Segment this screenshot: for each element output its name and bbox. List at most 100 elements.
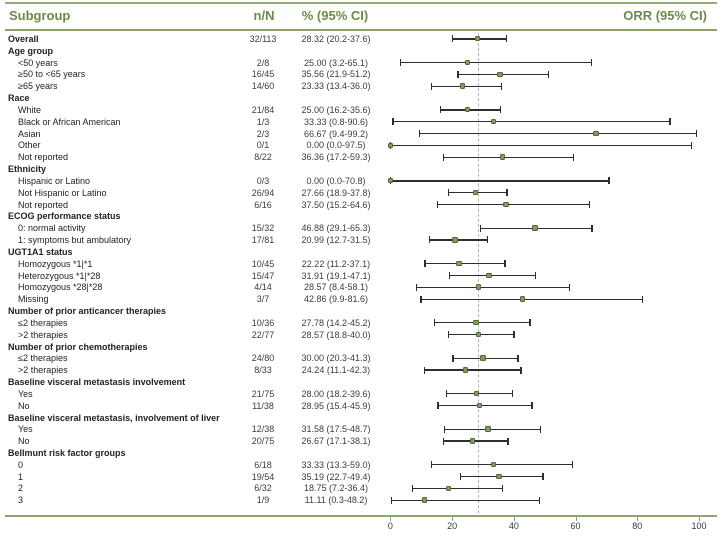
- ci-cap-low: [452, 35, 454, 43]
- ci-bar: [391, 499, 540, 501]
- pct-ci-value: 37.50 (15.2-64.6): [301, 199, 371, 210]
- pct-ci-value: 35.19 (22.7-49.4): [301, 471, 371, 482]
- pct-ci-value: 25.00 (3.2-65.1): [303, 57, 369, 68]
- ci-cap-high: [535, 271, 537, 279]
- pct-ci-value: 33.33 (13.3-59.0): [301, 459, 371, 470]
- n-over-N-value: 1/3: [256, 116, 270, 127]
- n-over-N-value: 21/84: [251, 104, 275, 115]
- ci-bar: [448, 334, 514, 336]
- n-over-N-value: 14/60: [251, 81, 275, 92]
- ci-bar: [434, 322, 530, 324]
- subgroup-label: 1: symptoms but ambulatory: [18, 235, 132, 246]
- subgroup-label: Ethnicity: [8, 164, 47, 175]
- pct-ci-value: 23.33 (13.4-36.0): [301, 81, 371, 92]
- ci-cap-high: [641, 295, 643, 303]
- point-estimate-marker: [475, 36, 481, 42]
- n-over-N-value: 24/80: [251, 353, 275, 364]
- group-header-row: Ethnicity: [0, 163, 722, 175]
- x-axis-tick-label: 20: [447, 521, 458, 531]
- table-row: Not Hispanic or Latino 26/94 27.66 (18.9-3…: [0, 187, 722, 199]
- table-row: 1 19/54 35.19 (22.7-49.4): [0, 471, 722, 483]
- point-estimate-marker: [459, 83, 466, 89]
- point-estimate-marker: [485, 426, 491, 432]
- x-axis-tick-label: 60: [570, 521, 581, 531]
- ci-cap-high: [540, 425, 542, 433]
- pct-ci-value: 66.67 (9.4-99.2): [303, 128, 369, 139]
- ci-cap-low: [428, 236, 431, 244]
- subgroup-label: 3: [18, 495, 24, 506]
- point-estimate-marker: [499, 154, 506, 160]
- ci-bar: [431, 85, 502, 87]
- ci-bar: [443, 156, 574, 158]
- subgroup-label: Heterozygous *1|*28: [18, 270, 101, 281]
- n-over-N-value: 19/54: [251, 471, 275, 482]
- table-row: Not reported 6/16 37.50 (15.2-64.6): [0, 199, 722, 211]
- n-over-N-value: 15/32: [251, 223, 275, 234]
- subgroup-label: Overall: [8, 34, 39, 44]
- table-row: 0: normal activity 15/32 46.88 (29.1-65.3): [0, 222, 722, 234]
- pct-ci-value: 22.22 (11.2-37.1): [301, 258, 371, 269]
- point-estimate-marker: [470, 438, 476, 444]
- table-row: ≥65 years 14/60 23.33 (13.4-36.0): [0, 80, 722, 92]
- n-over-N-value: 10/36: [251, 317, 275, 328]
- subgroup-label: 0: normal activity: [18, 223, 86, 234]
- point-estimate-marker: [473, 189, 479, 196]
- x-axis-tick-label: 80: [632, 521, 643, 531]
- table-row: 1: symptoms but ambulatory 17/81 20.99 (12…: [0, 234, 722, 246]
- subgroup-label: Homozygous *1|*1: [18, 258, 93, 269]
- point-estimate-marker: [496, 473, 502, 480]
- table-row: Homozygous *28|*28 4/14 28.57 (8.4-58.1): [0, 281, 722, 293]
- group-header-row: Baseline visceral metastasis, involvemen…: [0, 412, 722, 424]
- point-estimate-marker: [474, 390, 480, 397]
- ci-cap-low: [447, 331, 450, 339]
- ci-cap-high: [608, 177, 610, 185]
- header-rule: [5, 29, 717, 31]
- ci-cap-high: [529, 319, 531, 327]
- n-over-N-value: 1/9: [256, 495, 270, 506]
- n-over-N-value: 4/14: [254, 282, 272, 293]
- ci-cap-low: [436, 200, 438, 208]
- pct-ci-value: 31.91 (19.1-47.1): [301, 270, 371, 281]
- column-header-n-over-N: n/N: [253, 8, 275, 23]
- ci-bar: [424, 369, 521, 371]
- table-row: White 21/84 25.00 (16.2-35.6): [0, 104, 722, 116]
- table-row: No 20/75 26.67 (17.1-38.1): [0, 435, 722, 447]
- ci-cap-low: [412, 484, 414, 492]
- ci-cap-low: [430, 461, 433, 469]
- ci-cap-low: [390, 496, 393, 504]
- ci-bar: [440, 109, 501, 111]
- x-axis-tick: [390, 515, 392, 521]
- x-axis-tick: [452, 515, 454, 521]
- subgroup-label: Not Hispanic or Latino: [18, 187, 107, 198]
- table-row: Black or African American 1/3 33.33 (0.8-9…: [0, 116, 722, 128]
- point-estimate-marker: [477, 402, 483, 409]
- ci-bar: [429, 239, 488, 241]
- ci-cap-high: [690, 141, 692, 149]
- point-estimate-marker: [473, 319, 479, 326]
- ci-bar: [431, 464, 573, 466]
- subgroup-label: Yes: [18, 424, 33, 435]
- ci-cap-low: [448, 189, 450, 197]
- point-estimate-marker: [452, 237, 458, 243]
- ci-cap-low: [445, 390, 448, 398]
- n-over-N-value: 8/33: [254, 365, 272, 376]
- ci-cap-low: [442, 153, 445, 161]
- table-row: Missing 3/7 42.86 (9.9-81.6): [0, 293, 722, 305]
- group-header-row: UGT1A1 status: [0, 246, 722, 258]
- ci-cap-high: [500, 82, 503, 90]
- point-estimate-marker: [462, 367, 468, 373]
- ci-cap-low: [443, 425, 446, 433]
- table-row: 0 6/18 33.33 (13.3-59.0): [0, 459, 722, 471]
- point-estimate-marker: [490, 461, 496, 468]
- n-over-N-value: 6/18: [254, 459, 272, 470]
- subgroup-label: White: [18, 104, 42, 115]
- ci-cap-high: [547, 70, 550, 78]
- subgroup-label: ≤2 therapies: [18, 317, 68, 328]
- ci-bar: [392, 121, 670, 123]
- subgroup-label: ≥50 to <65 years: [18, 69, 86, 80]
- n-over-N-value: 17/81: [251, 235, 275, 246]
- subgroup-label: 2: [18, 483, 24, 494]
- ci-cap-low: [442, 437, 444, 445]
- group-header-row: Race: [0, 92, 722, 104]
- pct-ci-value: 0.00 (0.0-70.8): [306, 175, 366, 186]
